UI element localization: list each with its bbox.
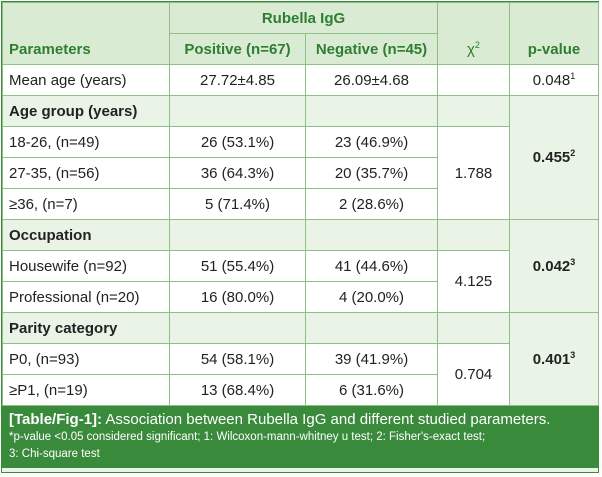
table-row: 18-26, (n=49) 26 (53.1%) 23 (46.9%) 1.78… bbox=[2, 126, 599, 220]
chi-cell: 4.125 bbox=[437, 250, 510, 313]
row-label: P0, (n=93) bbox=[2, 343, 170, 375]
positive-cell: 26 (53.1%) bbox=[169, 126, 306, 158]
negative-cell: 39 (41.9%) bbox=[305, 343, 438, 375]
row-label: Mean age (years) bbox=[2, 64, 170, 96]
positive-cell: 36 (64.3%) bbox=[169, 157, 306, 189]
empty-cell bbox=[169, 219, 306, 251]
section-title: Occupation bbox=[2, 219, 170, 251]
caption-title: [Table/Fig-1]: Association between Rubel… bbox=[9, 410, 591, 429]
column-header-positive: Positive (n=67) bbox=[169, 33, 306, 65]
footnote-marker: 3 bbox=[570, 256, 576, 267]
section-title: Parity category bbox=[2, 312, 170, 344]
table-row: P0, (n=93) 54 (58.1%) 39 (41.9%) 0.704 bbox=[2, 343, 599, 406]
positive-cell: 13 (68.4%) bbox=[169, 374, 306, 406]
row-label: 18-26, (n=49) bbox=[2, 126, 170, 158]
row-label: Professional (n=20) bbox=[2, 281, 170, 313]
column-header-parameters: Parameters bbox=[2, 2, 170, 65]
negative-cell: 23 (46.9%) bbox=[305, 126, 438, 158]
header-row: Positive (n=67) Negative (n=45) bbox=[3, 33, 599, 65]
footnote-marker: 2 bbox=[570, 148, 576, 158]
section-row-age-group: Age group (years) 0.4552 bbox=[2, 95, 599, 220]
chi-cell bbox=[437, 64, 510, 96]
table-row: Professional (n=20) 16 (80.0%) 4 (20.0%) bbox=[2, 281, 599, 313]
negative-cell: 26.09±4.68 bbox=[305, 64, 438, 96]
table-row: ≥36, (n=7) 5 (71.4%) 2 (28.6%) bbox=[2, 188, 599, 220]
table-caption: [Table/Fig-1]: Association between Rubel… bbox=[2, 406, 598, 468]
positive-cell: 54 (58.1%) bbox=[169, 343, 306, 375]
positive-cell: 51 (55.4%) bbox=[169, 250, 306, 282]
p-value-cell: 0.0481 bbox=[509, 64, 599, 96]
chi-cell: 1.788 bbox=[437, 126, 510, 220]
negative-cell: 20 (35.7%) bbox=[305, 157, 438, 189]
chi-symbol: χ bbox=[467, 41, 475, 58]
footnote-marker: 1 bbox=[570, 70, 576, 81]
empty-cell bbox=[437, 312, 510, 344]
results-table: Parameters Rubella IgG χ2 p-value Positi… bbox=[2, 2, 599, 406]
empty-cell bbox=[169, 312, 306, 344]
p-value-cell: 0.0423 bbox=[509, 219, 599, 313]
table-row: Housewife (n=92) 51 (55.4%) 41 (44.6%) 4… bbox=[2, 250, 599, 313]
section-row-parity: Parity category 0.4013 bbox=[2, 312, 599, 406]
caption-note-line-2: 3: Chi-square test bbox=[9, 448, 100, 460]
caption-label: [Table/Fig-1]: bbox=[9, 411, 103, 428]
negative-cell: 4 (20.0%) bbox=[305, 281, 438, 313]
section-title: Age group (years) bbox=[2, 95, 170, 127]
positive-cell: 5 (71.4%) bbox=[169, 188, 306, 220]
footnote-marker: 3 bbox=[570, 349, 576, 360]
table-row: ≥P1, (n=19) 13 (68.4%) 6 (31.6%) bbox=[2, 374, 599, 406]
negative-cell: 2 (28.6%) bbox=[305, 188, 438, 220]
p-value-cell: 0.4552 bbox=[509, 95, 599, 220]
column-header-chi-square: χ2 bbox=[437, 2, 510, 65]
row-label: ≥P1, (n=19) bbox=[2, 374, 170, 406]
empty-cell bbox=[305, 312, 438, 344]
header-row-group: Parameters Rubella IgG χ2 p-value bbox=[2, 2, 599, 65]
chi-superscript: 2 bbox=[474, 40, 480, 50]
negative-cell: 41 (44.6%) bbox=[305, 250, 438, 282]
empty-cell bbox=[437, 95, 510, 127]
column-header-negative: Negative (n=45) bbox=[305, 33, 438, 65]
empty-cell bbox=[305, 219, 438, 251]
section-row-occupation: Occupation 0.0423 bbox=[2, 219, 599, 313]
empty-cell bbox=[305, 95, 438, 127]
chi-cell: 0.704 bbox=[437, 343, 510, 406]
caption-note-line-1: *p-value <0.05 considered significant; 1… bbox=[9, 431, 486, 443]
p-value-cell: 0.4013 bbox=[509, 312, 599, 406]
row-label: Housewife (n=92) bbox=[2, 250, 170, 282]
positive-cell: 27.72±4.85 bbox=[169, 64, 306, 96]
caption-text: Association between Rubella IgG and diff… bbox=[105, 411, 551, 428]
table-row: 27-35, (n=56) 36 (64.3%) 20 (35.7%) bbox=[2, 157, 599, 189]
table-row-mean-age: Mean age (years) 27.72±4.85 26.09±4.68 0… bbox=[2, 64, 599, 96]
positive-cell: 16 (80.0%) bbox=[169, 281, 306, 313]
empty-cell bbox=[437, 219, 510, 251]
empty-cell bbox=[169, 95, 306, 127]
row-label: 27-35, (n=56) bbox=[2, 157, 170, 189]
column-group-rubella-igg: Rubella IgG bbox=[169, 2, 438, 34]
negative-cell: 6 (31.6%) bbox=[305, 374, 438, 406]
column-header-p-value: p-value bbox=[509, 2, 599, 65]
row-label: ≥36, (n=7) bbox=[2, 188, 170, 220]
